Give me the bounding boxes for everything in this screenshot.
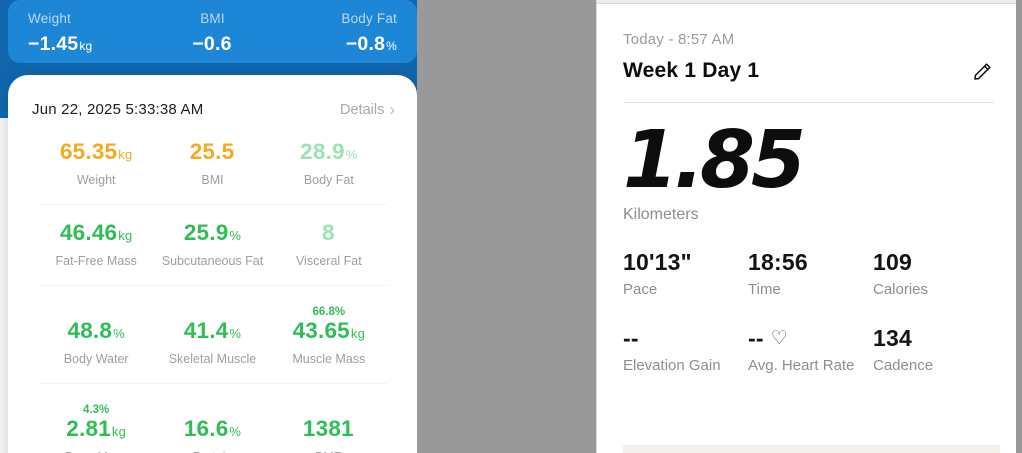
stat-cadence: 134 Cadence [873,324,934,374]
metric-bone-mass: 4.3% 2.81kg Bone Mass [38,399,154,453]
metric-subcutaneous-fat: 25.9% Subcutaneous Fat [161,219,264,268]
separator-strip [417,0,596,453]
summary-weight: Weight −1.45kg [28,11,151,56]
metric-bmi: 25.5 BMI [189,139,235,187]
metrics-row-3: 48.8% Body Water 41.4% Skeletal Muscle 6… [38,284,387,383]
summary-label: BMI [200,11,225,26]
metric-skeletal-muscle: 41.4% Skeletal Muscle [168,317,257,366]
measurement-card: Jun 22, 2025 5:33:38 AM Details › 65.35k… [8,75,417,453]
metric-label: Body Water [63,351,129,366]
details-link[interactable]: Details › [340,101,395,118]
distance-value: 1.85 [623,114,806,206]
metric-fat-free-mass: 46.46kg Fat-Free Mass [55,219,137,268]
metric-label: Bone Mass [65,450,128,453]
metric-sub-percent: 4.3% [83,403,110,416]
metric-label: Weight [76,172,116,187]
metric-label: Subcutaneous Fat [161,253,264,268]
metric-protein: 16.6% Protein [154,399,270,453]
metric-label: BMI [201,172,224,187]
metric-label: Body Fat [303,172,354,187]
metric-sub-percent: 66.8% [312,305,346,318]
summary-label: Weight [28,11,71,26]
details-label: Details [340,101,385,118]
distance-unit: Kilometers [623,205,699,223]
stat-pace: 10'13" Pace [623,248,692,298]
metric-label: Skeletal Muscle [168,351,257,366]
stat-elevation-gain: -- Elevation Gain [623,324,721,374]
right-edge-strip [1016,0,1022,453]
metric-label: Protein [193,450,233,453]
summary-bmi: BMI −0.6 [151,11,274,56]
stat-avg-heart-rate: -- ♡ Avg. Heart Rate [748,324,855,374]
metrics-row-4: 4.3% 2.81kg Bone Mass 16.6% Protein 1381… [38,382,387,453]
measurement-card-header: Jun 22, 2025 5:33:38 AM Details › [8,75,417,124]
metric-muscle-mass: 66.8% 43.65kg Muscle Mass [271,301,387,366]
summary-delta-card: Weight −1.45kg BMI −0.6 Body Fat −0.8% [8,0,417,63]
stat-time: 18:56 Time [748,248,808,298]
run-date: Today - 8:57 AM [623,31,735,48]
run-summary-app: Today - 8:57 AM Week 1 Day 1 1.85 Kilome… [596,0,1016,453]
measurement-timestamp: Jun 22, 2025 5:33:38 AM [32,101,204,118]
metric-label: BMR [315,450,343,453]
stat-calories: 109 Calories [873,248,929,298]
metric-body-water: 48.8% Body Water [63,317,129,366]
header-divider [623,102,994,103]
chevron-right-icon: › [389,100,395,119]
edit-pencil-icon[interactable] [970,59,994,83]
metric-label: Visceral Fat [295,253,362,268]
top-edge-bar [597,0,1016,4]
summary-body-fat: Body Fat −0.8% [274,11,397,56]
body-composition-app: Weight −1.45kg BMI −0.6 Body Fat −0.8% J… [0,0,417,453]
metrics-row-1: 65.35kg Weight 25.5 BMI 28.9% Body Fat [38,124,387,204]
metric-weight: 65.35kg Weight [59,139,133,187]
next-section-edge [623,445,1000,453]
run-stats-grid: 10'13" Pace 18:56 Time 109 Calories -- E… [623,249,994,376]
summary-value: −0.8% [345,33,397,55]
metric-bmr: 1381 BMR [271,399,387,453]
metric-label: Muscle Mass [292,351,366,366]
metric-label: Fat-Free Mass [55,253,137,268]
metric-visceral-fat: 8 Visceral Fat [295,219,362,268]
heart-outline-icon: ♡ [770,327,788,349]
run-title: Week 1 Day 1 [623,59,760,82]
summary-value: −0.6 [192,33,232,55]
metric-body-fat: 28.9% Body Fat [300,139,358,187]
summary-label: Body Fat [341,11,397,26]
metrics-row-2: 46.46kg Fat-Free Mass 25.9% Subcutaneous… [38,203,387,285]
summary-value: −1.45kg [28,33,93,55]
